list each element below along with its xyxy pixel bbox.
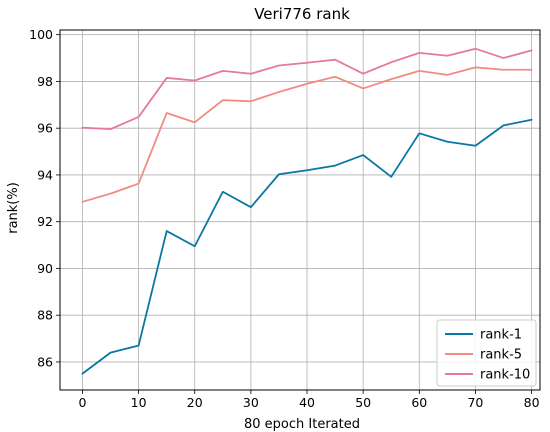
x-tick-label: 40 bbox=[299, 395, 315, 410]
x-tick-label: 10 bbox=[131, 395, 147, 410]
axis-ticks: 0 10 20 30 40 50 60 70 80 86 88 90 92 94 96 98 100 bbox=[29, 27, 539, 410]
legend-label: rank-5 bbox=[480, 348, 522, 363]
y-tick-label: 92 bbox=[37, 214, 53, 229]
legend-label: rank-1 bbox=[480, 328, 522, 343]
chart-title: Veri776 rank bbox=[254, 5, 350, 23]
series-line-rank-10 bbox=[81, 47, 533, 131]
x-tick-label: 70 bbox=[467, 395, 483, 410]
y-tick-label: 90 bbox=[37, 261, 53, 276]
y-tick-label: 96 bbox=[37, 121, 53, 136]
x-tick-label: 20 bbox=[187, 395, 203, 410]
series-lines bbox=[81, 47, 533, 375]
y-axis-label: rank(%) bbox=[6, 182, 21, 234]
y-tick-label: 98 bbox=[37, 74, 53, 89]
y-tick-label: 86 bbox=[37, 354, 53, 369]
y-tick-label: 88 bbox=[37, 308, 53, 323]
x-tick-label: 60 bbox=[411, 395, 427, 410]
plot-frame bbox=[59, 29, 541, 391]
legend-label: rank-10 bbox=[480, 368, 530, 383]
x-tick-label: 0 bbox=[78, 395, 86, 410]
series-line-rank-5 bbox=[81, 66, 533, 203]
series-line-rank-1 bbox=[81, 118, 533, 375]
x-tick-label: 50 bbox=[355, 395, 371, 410]
x-tick-label: 80 bbox=[524, 395, 540, 410]
legend-box bbox=[436, 319, 537, 387]
y-tick-label: 100 bbox=[29, 27, 53, 42]
grid bbox=[60, 30, 540, 390]
x-tick-label: 30 bbox=[243, 395, 259, 410]
x-axis-label: 80 epoch Iterated bbox=[244, 417, 360, 432]
legend: rank-1 rank-5 rank-10 bbox=[436, 319, 537, 387]
y-tick-label: 94 bbox=[37, 167, 53, 182]
